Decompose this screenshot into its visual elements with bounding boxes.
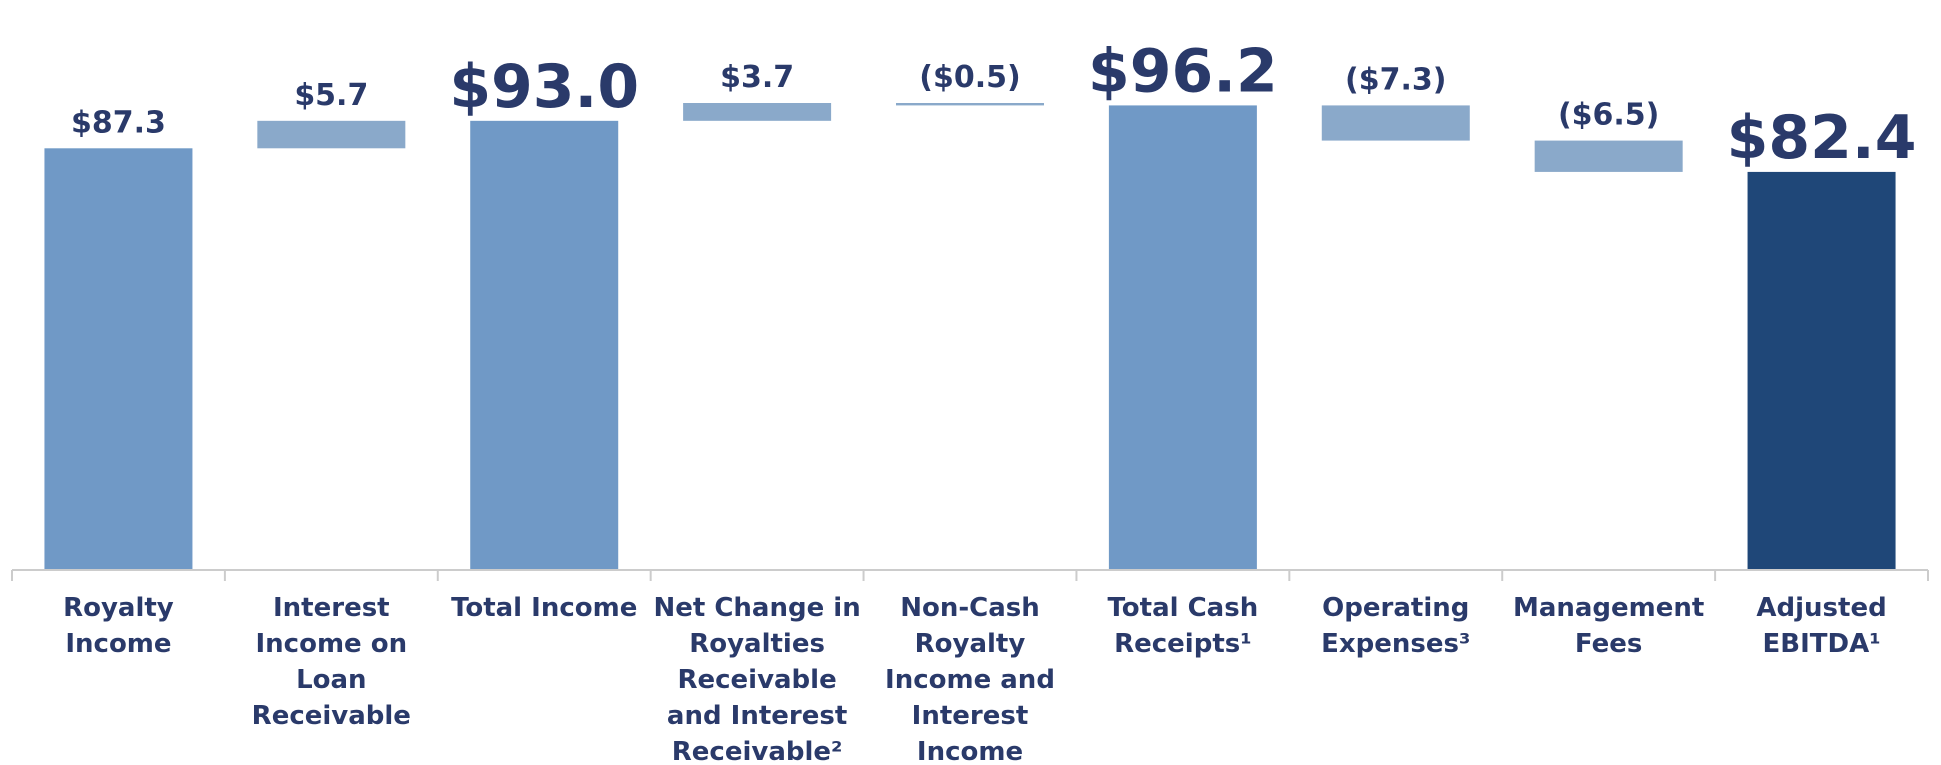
value-label: $96.2 [1088, 36, 1278, 106]
value-label: $5.7 [294, 78, 368, 113]
category-label: Operating Expenses³ [1321, 593, 1471, 659]
bar [1534, 140, 1683, 172]
category-label: Management Fees [1512, 593, 1705, 659]
value-label: $87.3 [71, 105, 166, 140]
bar [44, 148, 193, 569]
bar [257, 120, 406, 149]
category-label: Total Cash Receipts¹ [1107, 593, 1259, 659]
bar [1747, 171, 1896, 569]
category-label: Net Change in Royalties Receivable and I… [653, 593, 861, 765]
category-label: Total Income [451, 593, 638, 623]
bar [1108, 105, 1257, 569]
value-label: ($0.5) [919, 60, 1020, 95]
value-label: $3.7 [720, 60, 794, 95]
bar [1321, 105, 1470, 141]
bar [896, 103, 1044, 106]
value-label: $93.0 [449, 52, 639, 122]
bar [470, 120, 619, 569]
category-label: Royalty Income [63, 593, 174, 659]
value-label: $82.4 [1727, 103, 1917, 173]
category-label: Interest Income on Loan Receivable [251, 593, 411, 731]
value-label: ($7.3) [1345, 62, 1446, 97]
category-label: Adjusted EBITDA¹ [1756, 593, 1887, 659]
category-label: Non-Cash Royalty Income and Interest Inc… [885, 593, 1055, 765]
value-label: ($6.5) [1558, 98, 1659, 133]
bar [683, 103, 832, 121]
